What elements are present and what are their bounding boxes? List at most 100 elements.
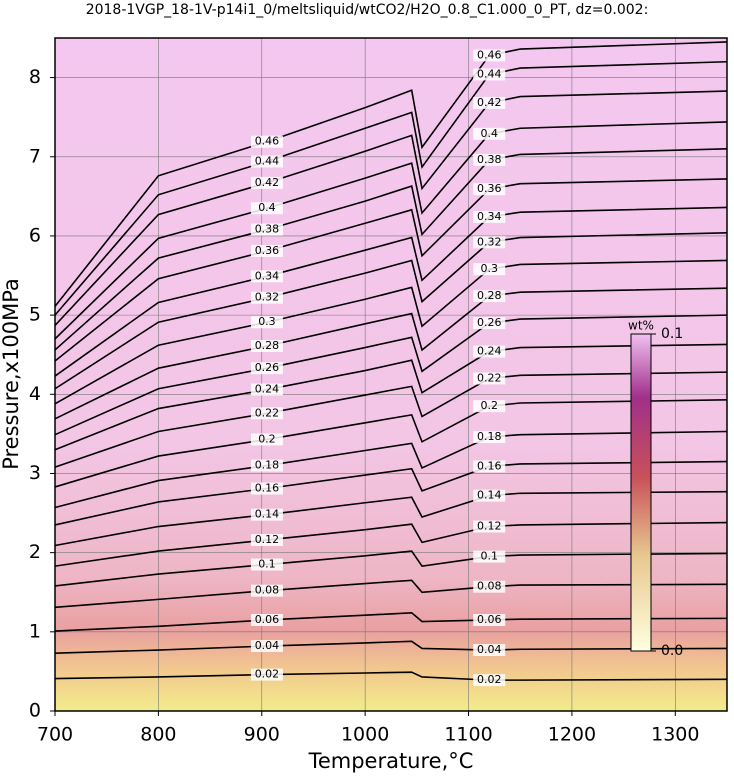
contour-line — [54, 550, 728, 587]
contour-line — [54, 90, 728, 326]
x-tick-label: 700 — [37, 724, 73, 746]
colorbar — [630, 333, 652, 652]
contour-label-bg — [250, 558, 283, 571]
contour-label: 0.46 — [477, 48, 502, 61]
contour-label-bg — [473, 613, 506, 626]
contour-label: 0.2 — [258, 432, 276, 445]
contour-label: 0.38 — [255, 223, 280, 236]
x-tick-label: 800 — [140, 724, 176, 746]
contour-label-bg — [250, 459, 283, 472]
x-tick-label: 1000 — [341, 724, 389, 746]
contour-label: 0.16 — [477, 459, 502, 472]
contour-label-bg — [473, 674, 506, 687]
contour-label-bg — [250, 668, 283, 681]
contour-label: 0.36 — [255, 244, 280, 257]
contour-label: 0.18 — [477, 430, 502, 443]
contour-label-bg — [250, 533, 283, 546]
contour-label: 0.02 — [477, 673, 502, 686]
contour-line — [54, 521, 728, 567]
contour-label: 0.02 — [255, 668, 280, 681]
contour-label: 0.16 — [255, 482, 280, 495]
contour-label: 0.46 — [255, 135, 280, 148]
x-tick-label: 1100 — [444, 724, 492, 746]
contour-line — [54, 41, 728, 307]
contour-label-bg — [473, 317, 506, 330]
contour-label: 0.14 — [477, 489, 502, 502]
y-tick-label: 0 — [29, 700, 41, 722]
contour-line — [54, 640, 728, 655]
contour-line — [54, 371, 728, 468]
contour-label: 0.28 — [255, 339, 280, 352]
contour-label-bg — [250, 291, 283, 304]
contour-line — [54, 579, 728, 609]
contour-label: 0.22 — [255, 406, 280, 419]
contour-label-bg — [473, 644, 506, 657]
y-tick-label: 8 — [29, 66, 41, 88]
contour-line — [54, 612, 728, 632]
contour-label: 0.2 — [480, 399, 498, 412]
contour-label-bg — [250, 339, 283, 352]
contour-line — [54, 287, 728, 420]
contour-label-bg — [250, 640, 283, 653]
contour-line — [54, 148, 728, 351]
contour-line — [54, 314, 728, 436]
contour-label: 0.28 — [477, 289, 502, 302]
contour-label-bg — [473, 580, 506, 593]
contour-label-bg — [473, 489, 506, 502]
contours — [54, 41, 728, 681]
y-tick-label: 1 — [29, 620, 41, 642]
contour-label: 0.1 — [258, 558, 276, 571]
y-tick-label: 4 — [29, 383, 41, 405]
contour-label-bg — [473, 520, 506, 533]
contour-label-bg — [250, 244, 283, 257]
contour-label-bg — [473, 96, 506, 109]
contour-label: 0.04 — [255, 639, 280, 652]
contour-line — [54, 121, 728, 340]
contour-label-bg — [473, 372, 506, 385]
contour-line — [54, 399, 728, 488]
contour-label-bg — [250, 482, 283, 495]
contour-label-bg — [473, 236, 506, 249]
colorbar-label: wt% — [628, 319, 654, 333]
contour-label: 0.44 — [477, 67, 502, 80]
contour-line — [54, 430, 728, 509]
contour-label: 0.06 — [255, 613, 280, 626]
contour-label-bg — [473, 400, 506, 413]
contour-line — [54, 460, 728, 526]
contour-labels: 0.02 0.02 0.04 0.04 0.06 0.06 0.08 0.08 0.1 0.1 0.… — [250, 48, 506, 687]
x-axis-label: Temperature,°C — [308, 749, 474, 773]
contour-line — [54, 178, 728, 362]
contour-label: 0.44 — [255, 155, 280, 168]
contour-line — [54, 259, 728, 405]
contour-label-bg — [473, 153, 506, 166]
contour-line — [54, 490, 728, 547]
contour-label: 0.36 — [477, 182, 502, 195]
colorbar-tick-label: 0.1 — [661, 326, 683, 342]
contour-label: 0.24 — [477, 345, 502, 358]
contour-label: 0.34 — [477, 210, 502, 223]
contour-label-bg — [250, 433, 283, 446]
contour-label-bg — [250, 155, 283, 168]
contour-label: 0.24 — [255, 383, 280, 396]
colorbar-tick-label: 0.0 — [661, 643, 683, 659]
contour-label: 0.42 — [255, 176, 280, 189]
contour-label: 0.3 — [480, 262, 498, 275]
contour-label: 0.26 — [255, 361, 280, 374]
contour-label-bg — [473, 68, 506, 81]
contour-label: 0.04 — [477, 643, 502, 656]
contour-line — [54, 343, 728, 451]
contour-label-bg — [250, 202, 283, 215]
contour-label-bg — [473, 550, 506, 563]
contour-label-bg — [250, 362, 283, 375]
contour-label-bg — [250, 407, 283, 420]
contour-label-bg — [473, 127, 506, 140]
x-tick-label: 900 — [244, 724, 280, 746]
y-tick-label: 7 — [29, 145, 41, 167]
x-tick-label: 1200 — [548, 724, 596, 746]
x-tick-label: 1300 — [651, 724, 699, 746]
contour-label-bg — [250, 270, 283, 283]
contour-label: 0.06 — [477, 613, 502, 626]
contour-label-bg — [473, 431, 506, 444]
contour-label-bg — [250, 584, 283, 597]
